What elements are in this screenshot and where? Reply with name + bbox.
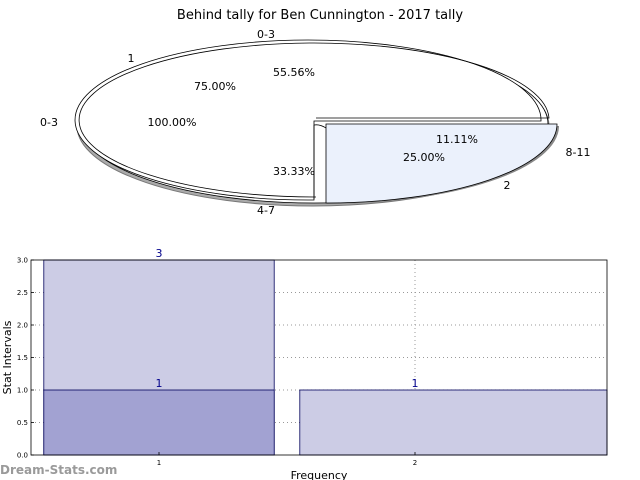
y-tick-label: 0.5: [17, 419, 28, 427]
x-tick-label: 1: [157, 459, 161, 467]
y-tick-label: 2.0: [17, 322, 28, 330]
pie-title: Behind tally for Ben Cunnington - 2017 t…: [177, 8, 463, 23]
y-tick-label: 1.5: [17, 354, 28, 362]
pie-pct-1: 75.00%: [194, 80, 236, 93]
bar-data-label-2: 1: [412, 377, 419, 390]
bar-2: [299, 389, 608, 456]
pie-label-2: 2: [504, 179, 511, 192]
pie-notch: [313, 124, 327, 129]
pie-label-8-11: 8-11: [566, 146, 591, 159]
y-tick-label: 1.0: [17, 387, 28, 395]
bar-1: [43, 389, 275, 456]
pie-pct-inner: 100.00%: [148, 116, 197, 129]
y-tick-label: 3.0: [17, 257, 28, 265]
pie-label-4-7: 4-7: [257, 204, 275, 217]
pie-slice-0-3: [74, 39, 542, 201]
y-tick-label: 0.0: [17, 452, 28, 460]
bar-chart: 3 1 1 0.0 0.5 1.0 1.5 2.0 2.5 3.0 1 2 Frequency Stat …: [1, 247, 608, 480]
bar-data-label-1: 1: [156, 377, 163, 390]
pie-chart: 0-3 4-7 8-11 0-3 1 2 55.56% 33.33% 11.11% 100.00%…: [40, 28, 590, 217]
y-tick-label: 2.5: [17, 289, 28, 297]
x-axis-label: Frequency: [291, 469, 348, 480]
pie-pct-0-3: 55.56%: [273, 66, 315, 79]
bar-data-label-0: 3: [156, 247, 163, 260]
pie-pct-8-11: 11.11%: [436, 133, 478, 146]
pie-pct-4-7: 33.33%: [273, 165, 315, 178]
pie-slice-8-11: [325, 123, 558, 204]
watermark: Dream-Stats.com: [0, 463, 117, 477]
x-tick-label: 2: [413, 459, 417, 467]
pie-slice-outline: [78, 42, 550, 198]
pie-label-inner-0-3: 0-3: [40, 116, 58, 129]
pie-pct-2: 25.00%: [403, 151, 445, 164]
pie-label-0-3: 0-3: [257, 28, 275, 41]
y-axis-label: Stat Intervals: [1, 320, 14, 394]
pie-label-1: 1: [128, 52, 135, 65]
